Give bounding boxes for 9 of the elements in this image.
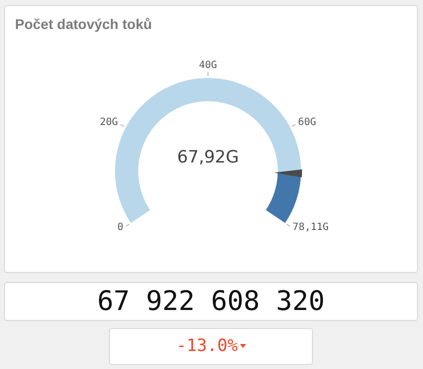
text: -13.0% (176, 336, 238, 356)
text: 67 922 608 320 (4, 282, 418, 321)
text: 67,92G (177, 147, 239, 168)
text: 0 (117, 222, 124, 234)
text: 78,11G (292, 222, 329, 234)
text: 60G (298, 117, 316, 130)
chart-title: Počet datových toků (15, 16, 152, 32)
text: 20G (100, 117, 118, 130)
text: 40G (198, 60, 218, 72)
